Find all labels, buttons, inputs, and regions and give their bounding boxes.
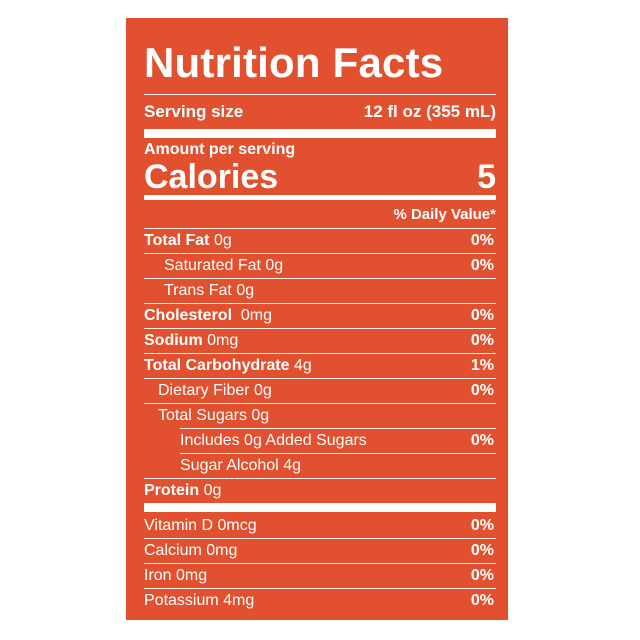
nutrient-row-trans-fat: Trans Fat 0g <box>144 279 496 303</box>
vitamin-row-calcium: Calcium 0mg 0% <box>144 539 496 563</box>
serving-size-label: Serving size <box>144 102 244 121</box>
vitamin-row-vitamin-d: Vitamin D 0mcg 0% <box>144 514 496 538</box>
nutrient-row-saturated-fat: Saturated Fat 0g 0% <box>144 254 496 278</box>
nutrient-name: Trans Fat <box>164 282 232 299</box>
vitamin-amount: 0mcg <box>217 517 257 534</box>
divider <box>144 588 496 589</box>
nutrient-dv: 0% <box>470 232 494 249</box>
divider <box>144 538 496 539</box>
nutrient-row-sugar-alcohol: Sugar Alcohol 4g <box>144 454 496 478</box>
nutrient-dv: 0% <box>470 257 494 274</box>
vitamin-dv: 0% <box>470 592 494 609</box>
divider <box>144 378 496 379</box>
nutrient-row-cholesterol: Cholesterol 0mg 0% <box>144 304 496 328</box>
nutrient-row-dietary-fiber: Dietary Fiber 0g 0% <box>144 379 496 403</box>
vitamin-dv: 0% <box>470 542 494 559</box>
nutrient-row-protein: Protein 0g <box>144 479 496 503</box>
vitamin-name: Vitamin D <box>144 517 214 534</box>
nutrient-row-total-fat: Total Fat 0g 0% <box>144 229 496 253</box>
nutrient-name: Total Fat <box>144 232 210 249</box>
serving-size-value: 12 fl oz (355 mL) <box>363 102 496 121</box>
nutrient-name: Dietary Fiber <box>158 382 250 399</box>
nutrient-name: Sodium <box>144 332 203 349</box>
nutrient-name: Sugar Alcohol <box>180 457 279 474</box>
nutrient-amount: 0g <box>213 232 232 249</box>
divider <box>144 328 496 329</box>
vitamin-name: Iron <box>144 567 172 584</box>
vitamin-dv: 0% <box>470 517 494 534</box>
divider <box>180 453 496 454</box>
amount-per-serving: Amount per serving <box>144 141 296 158</box>
serving-size-row: Serving size 12 fl oz (355 mL) <box>144 95 496 129</box>
vitamin-row-iron: Iron 0mg 0% <box>144 564 496 588</box>
nutrient-amount: 0g <box>251 407 270 424</box>
vitamin-amount: 0mg <box>206 542 238 559</box>
nutrient-amount: 0g <box>254 382 272 399</box>
nutrient-amount: 0g <box>236 282 255 299</box>
nutrient-name: Total Carbohydrate <box>144 357 290 374</box>
nutrient-amount: 4g <box>293 357 312 374</box>
nutrient-row-total-sugars: Total Sugars 0g <box>144 404 496 428</box>
nutrient-name: Includes 0g Added Sugars <box>180 432 367 449</box>
divider <box>144 563 496 564</box>
divider-medium <box>144 195 496 200</box>
calories-value: 5 <box>477 158 496 196</box>
divider <box>144 253 496 254</box>
vitamin-amount: 4mg <box>223 592 255 609</box>
nutrient-row-added-sugars: Includes 0g Added Sugars 0% <box>144 429 496 453</box>
nutrient-dv: 0% <box>470 382 494 399</box>
nutrient-row-sodium: Sodium 0mg 0% <box>144 329 496 353</box>
nutrient-dv: 0% <box>470 307 494 324</box>
nutrient-name: Protein <box>144 482 200 499</box>
nutrient-amount: 0g <box>203 482 222 499</box>
vitamin-name: Potassium <box>144 592 219 609</box>
divider <box>144 303 496 304</box>
nutrient-amount: 0mg <box>207 332 239 349</box>
divider <box>144 353 496 354</box>
nutrition-facts-label: Nutrition Facts Serving size 12 fl oz (3… <box>126 18 508 620</box>
label-title: Nutrition Facts <box>144 39 444 86</box>
divider <box>180 428 496 429</box>
nutrient-name: Total Sugars <box>158 407 247 424</box>
nutrient-amount: 0mg <box>240 307 273 324</box>
vitamin-row-potassium: Potassium 4mg 0% <box>144 589 496 613</box>
nutrient-row-total-carbohydrate: Total Carbohydrate 4g 1% <box>144 354 496 378</box>
divider <box>144 278 496 279</box>
calories-label: Calories <box>144 158 279 196</box>
divider <box>144 94 496 95</box>
divider-thick <box>144 129 496 138</box>
daily-value-header: % Daily Value* <box>144 200 496 228</box>
daily-value-header-text: % Daily Value* <box>393 205 496 223</box>
nutrient-amount: 4g <box>283 457 301 474</box>
nutrient-name: Cholesterol <box>144 307 233 324</box>
nutrient-amount: 0g <box>265 257 284 274</box>
vitamin-name: Calcium <box>144 542 202 559</box>
divider-thick <box>144 503 496 512</box>
nutrient-dv: 0% <box>470 432 494 449</box>
nutrient-name: Saturated Fat <box>164 257 261 274</box>
divider <box>144 478 496 479</box>
calories-row: Calories 5 <box>144 159 496 195</box>
divider <box>144 403 496 404</box>
nutrient-dv: 0% <box>470 332 494 349</box>
divider <box>144 228 496 229</box>
nutrient-dv: 1% <box>470 357 494 374</box>
vitamin-dv: 0% <box>470 567 494 584</box>
vitamin-amount: 0mg <box>176 567 208 584</box>
